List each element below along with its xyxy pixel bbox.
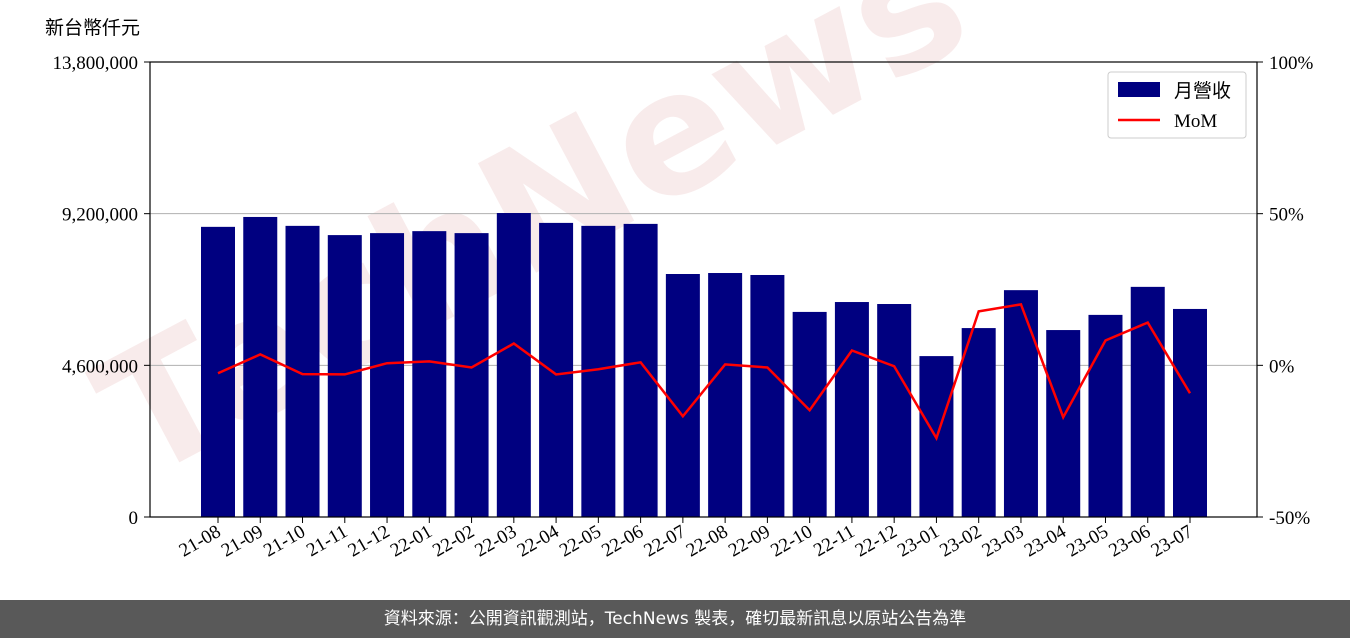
x-tick-label: 23-03 xyxy=(979,521,1028,561)
legend-swatch xyxy=(1118,82,1160,97)
y2-tick-label: 50% xyxy=(1269,205,1304,226)
x-tick-label: 22-09 xyxy=(725,521,774,561)
y-tick-label: 13,800,000 xyxy=(53,53,139,74)
bar xyxy=(877,304,912,517)
y-axis-label: 新台幣仟元 xyxy=(45,17,140,39)
bar xyxy=(665,274,700,517)
bar xyxy=(961,328,996,517)
legend-label: 月營收 xyxy=(1174,80,1231,102)
x-tick-label: 22-07 xyxy=(640,521,689,561)
bar xyxy=(1046,330,1081,517)
legend-label: MoM xyxy=(1174,111,1217,132)
x-tick-label: 22-11 xyxy=(810,521,858,561)
x-tick-label: 21-10 xyxy=(260,521,309,561)
x-tick-label: 23-07 xyxy=(1148,521,1197,561)
plot-frame xyxy=(149,61,1258,518)
bar xyxy=(1173,308,1207,517)
bar xyxy=(750,274,785,517)
bar xyxy=(623,223,658,517)
bar xyxy=(412,231,447,518)
x-tick-label: 23-01 xyxy=(894,521,943,561)
bar xyxy=(370,233,405,517)
footer: 資料來源：公開資訊觀測站，TechNews 製表，確切最新訊息以原站公告為準 xyxy=(0,600,1350,638)
bar xyxy=(792,311,827,517)
chart: TechNews 新台幣仟元 -50%0%50%100%04,600,0009,… xyxy=(45,0,1314,562)
legend: 月營收 MoM xyxy=(1107,71,1247,139)
bar xyxy=(1003,290,1038,517)
x-tick-label: 22-05 xyxy=(556,521,605,561)
x-tick-label: 22-04 xyxy=(514,521,563,562)
x-tick-label: 22-12 xyxy=(852,521,901,561)
y2-tick-label: -50% xyxy=(1269,508,1310,529)
bar xyxy=(539,222,574,517)
y2-tick-label: 100% xyxy=(1269,53,1314,74)
bar xyxy=(708,273,743,517)
x-tick-label: 21-11 xyxy=(303,521,351,561)
x-tick-label: 22-03 xyxy=(471,521,520,561)
bar xyxy=(285,225,320,517)
bar xyxy=(454,233,489,517)
bar xyxy=(1130,286,1165,517)
bar xyxy=(243,216,278,517)
y2-tick-label: 0% xyxy=(1269,356,1295,377)
y-tick-label: 0 xyxy=(129,508,139,529)
x-tick-label: 22-08 xyxy=(683,521,732,561)
bar xyxy=(327,235,362,517)
bar xyxy=(1088,314,1123,517)
bar xyxy=(496,213,531,517)
x-tick-label: 21-12 xyxy=(345,521,394,561)
x-tick-label: 23-06 xyxy=(1105,521,1154,561)
x-tick-label: 23-02 xyxy=(936,521,985,561)
y-tick-label: 4,600,000 xyxy=(62,356,138,377)
line xyxy=(217,302,1192,442)
x-tick-label: 22-01 xyxy=(387,521,436,561)
x-tick-label: 21-09 xyxy=(218,521,267,561)
x-tick-label: 23-04 xyxy=(1021,521,1070,562)
x-tick-label: 22-06 xyxy=(598,521,647,561)
y-tick-label: 9,200,000 xyxy=(62,205,138,226)
x-tick-label: 22-10 xyxy=(767,521,816,561)
x-tick-label: 22-02 xyxy=(429,521,478,561)
x-tick-label: 23-05 xyxy=(1063,521,1112,561)
bar xyxy=(834,302,869,517)
x-tick-label: 21-08 xyxy=(176,521,225,561)
